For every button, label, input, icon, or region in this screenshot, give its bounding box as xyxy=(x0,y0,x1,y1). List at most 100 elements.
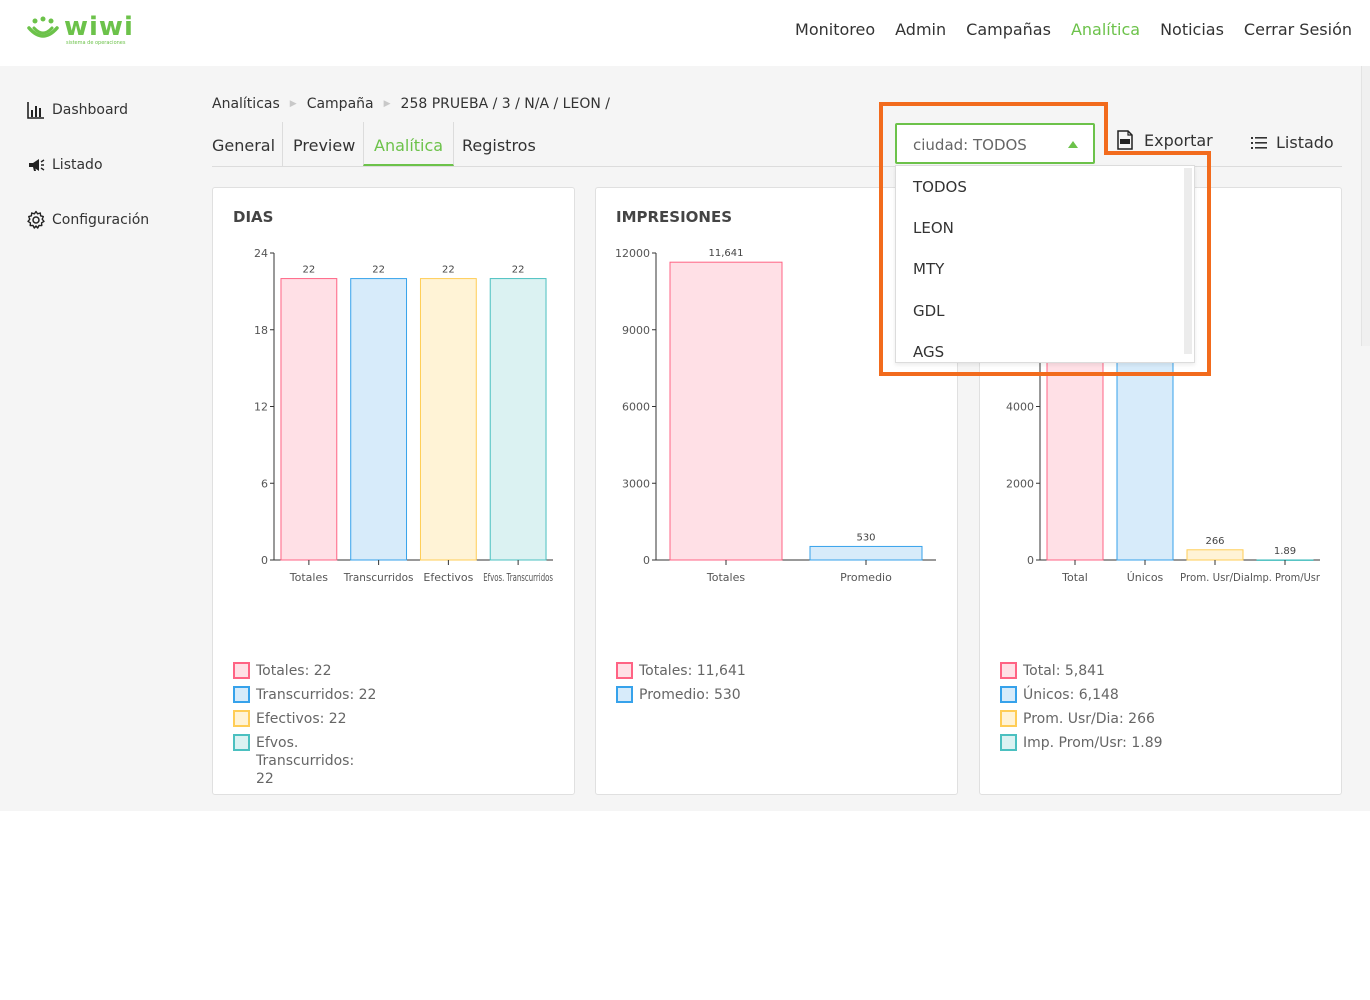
dias-bar-chart: 0 6 12 18 24 Totales 22 Transcurridos 22 Efectivo… xyxy=(254,247,553,584)
pdf-file-icon xyxy=(1117,130,1133,150)
x-tick-label: Promedio xyxy=(840,571,892,584)
x-tick-label: Imp. Prom/Usr xyxy=(1250,571,1320,584)
y-tick-label: 4000 xyxy=(1006,401,1034,414)
sidebar-item-dashboard[interactable]: Dashboard xyxy=(26,100,128,120)
chart-bar xyxy=(350,278,408,561)
chart-legend: Totales: 22 Transcurridos: 22 Efectivos:… xyxy=(233,662,376,794)
legend-item[interactable]: Imp. Prom/Usr: 1.89 xyxy=(1000,734,1163,752)
legend-swatch xyxy=(1000,734,1017,751)
logo-subtitle: sistema de operaciones xyxy=(66,40,126,46)
dropdown-scrollbar[interactable] xyxy=(1184,168,1192,354)
legend-item[interactable]: Totales: 11,641 xyxy=(616,662,746,680)
legend-label: Efectivos: 22 xyxy=(256,711,347,727)
x-tick-label: Total xyxy=(1061,571,1088,584)
impresiones-bar-chart: 0 3000 6000 9000 12000 Totales 11,641 Promedio 5… xyxy=(615,247,936,584)
legend-label: Totales: 22 xyxy=(256,663,332,679)
x-tick-label: Efectivos xyxy=(423,571,473,584)
bar-value-label: 22 xyxy=(442,265,455,276)
legend-item[interactable]: Prom. Usr/Dia: 266 xyxy=(1000,710,1163,728)
x-tick-label: Transcurridos xyxy=(343,571,414,584)
legend-item[interactable]: Promedio: 530 xyxy=(616,686,746,704)
gear-icon xyxy=(27,210,45,229)
legend-label: Prom. Usr/Dia: 266 xyxy=(1023,711,1155,727)
bar-value-label: 1.89 xyxy=(1274,546,1296,557)
breadcrumb-separator-icon: ▶ xyxy=(383,99,391,109)
breadcrumb-campana[interactable]: Campaña xyxy=(306,96,374,112)
legend-item[interactable]: Únicos: 6,148 xyxy=(1000,686,1163,704)
sidebar-item-label: Dashboard xyxy=(52,102,128,118)
ciudad-filter-select[interactable]: ciudad: TODOS xyxy=(895,123,1095,164)
sidebar-item-label: Configuración xyxy=(52,212,150,228)
chart-bar xyxy=(419,278,477,561)
y-tick-label: 0 xyxy=(261,554,268,567)
x-tick-label: Efvos. Transcurridos xyxy=(483,571,553,584)
wiwi-logo[interactable]: wiwi sistema de operaciones xyxy=(26,12,136,48)
page-scrollbar[interactable] xyxy=(1361,66,1370,346)
breadcrumb-analiticas[interactable]: Analíticas xyxy=(212,96,280,112)
ciudad-dropdown-menu: TODOS LEON MTY GDL AGS xyxy=(895,165,1195,363)
dropdown-option-leon[interactable]: LEON xyxy=(913,219,954,237)
bar-value-label: 530 xyxy=(856,532,875,543)
x-tick-label: Totales xyxy=(289,571,328,584)
annotation-highlight xyxy=(1104,102,1108,155)
select-value: ciudad: TODOS xyxy=(913,136,1027,154)
legend-item[interactable]: Efvos. Transcurridos: 22 xyxy=(233,734,376,788)
legend-item[interactable]: Total: 5,841 xyxy=(1000,662,1163,680)
annotation-highlight xyxy=(1104,151,1211,376)
chart-bar xyxy=(489,278,547,561)
y-tick-label: 9000 xyxy=(622,324,650,337)
dropdown-option-ags[interactable]: AGS xyxy=(913,343,945,361)
chart-card-dias: DIAS 0 6 12 18 24 Totales 22 Transcurridos 22 Efe… xyxy=(212,187,575,795)
logo-text: wiwi xyxy=(64,12,134,42)
dropdown-option-gdl[interactable]: GDL xyxy=(913,302,945,320)
chart-bar xyxy=(669,261,783,561)
nav-monitoreo[interactable]: Monitoreo xyxy=(795,20,876,39)
export-label: Exportar xyxy=(1144,130,1213,150)
bar-value-label: 22 xyxy=(303,265,316,276)
breadcrumb-current: 258 PRUEBA / 3 / N/A / LEON / xyxy=(400,96,610,112)
main-nav: Monitoreo Admin Campañas Analítica Notic… xyxy=(795,20,1352,39)
annotation-highlight xyxy=(879,102,1108,376)
legend-swatch xyxy=(233,662,250,679)
nav-admin[interactable]: Admin xyxy=(895,20,947,39)
legend-item[interactable]: Totales: 22 xyxy=(233,662,376,680)
sidebar-item-configuracion[interactable]: Configuración xyxy=(26,210,149,230)
legend-label: Total: 5,841 xyxy=(1023,663,1105,679)
dropdown-option-mty[interactable]: MTY xyxy=(913,260,945,278)
legend-swatch xyxy=(233,734,250,751)
y-tick-label: 6 xyxy=(261,477,268,490)
megaphone-icon xyxy=(29,159,45,171)
tab-analitica[interactable]: Analítica xyxy=(363,122,455,166)
legend-label: Únicos: 6,148 xyxy=(1023,687,1119,703)
legend-swatch xyxy=(1000,686,1017,703)
legend-swatch xyxy=(1000,662,1017,679)
legend-item[interactable]: Efectivos: 22 xyxy=(233,710,376,728)
tab-registros[interactable]: Registros xyxy=(462,136,536,155)
chart-legend: Total: 5,841 Únicos: 6,148 Prom. Usr/Dia… xyxy=(1000,662,1163,758)
nav-analitica[interactable]: Analítica xyxy=(1070,20,1141,39)
chevron-up-icon xyxy=(1068,141,1078,148)
chart-bar xyxy=(1186,549,1244,561)
y-tick-label: 12000 xyxy=(615,247,650,260)
y-tick-label: 18 xyxy=(254,324,268,337)
y-tick-label: 6000 xyxy=(622,401,650,414)
dropdown-option-todos[interactable]: TODOS xyxy=(913,178,967,196)
bar-value-label: 11,641 xyxy=(709,248,744,259)
sidebar-item-listado[interactable]: Listado xyxy=(26,155,103,175)
y-tick-label: 0 xyxy=(1027,554,1034,567)
y-tick-label: 2000 xyxy=(1006,477,1034,490)
legend-swatch xyxy=(233,686,250,703)
tab-general[interactable]: General xyxy=(212,136,276,155)
breadcrumb: Analíticas ▶ Campaña ▶ 258 PRUEBA / 3 / … xyxy=(212,96,610,112)
nav-noticias[interactable]: Noticias xyxy=(1160,20,1224,39)
legend-swatch xyxy=(616,662,633,679)
bar-value-label: 22 xyxy=(512,265,525,276)
chart-title: DIAS xyxy=(233,208,274,226)
x-tick-label: Prom. Usr/Dia xyxy=(1180,571,1250,584)
nav-cerrar-sesion[interactable]: Cerrar Sesión xyxy=(1243,20,1352,39)
tab-preview[interactable]: Preview xyxy=(293,136,356,155)
nav-campanas[interactable]: Campañas xyxy=(966,20,1051,39)
listado-button[interactable]: Listado xyxy=(1250,133,1334,152)
legend-item[interactable]: Transcurridos: 22 xyxy=(233,686,376,704)
export-button[interactable]: Exportar xyxy=(1116,130,1213,150)
